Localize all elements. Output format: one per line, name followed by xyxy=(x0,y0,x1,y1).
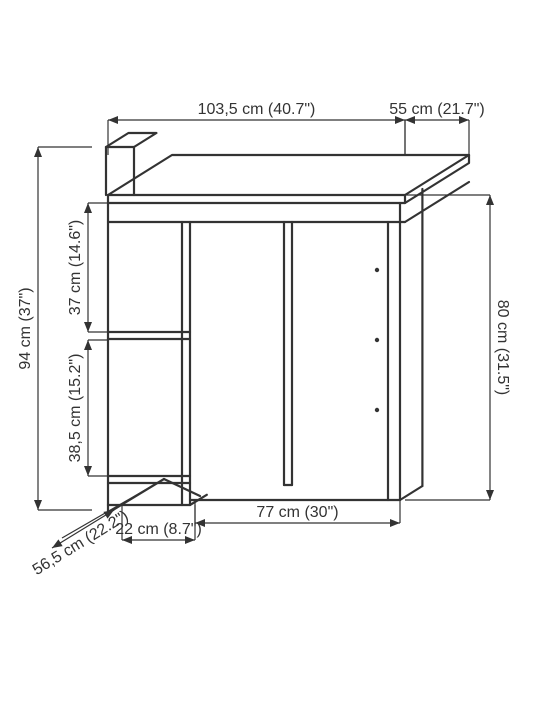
furniture-drawing xyxy=(106,133,469,513)
dim-label: 37 cm (14.6") xyxy=(67,220,84,316)
dim-label: 55 cm (21.7") xyxy=(389,101,485,118)
dim-label: 80 cm (31.5") xyxy=(494,300,511,396)
dim-label: 94 cm (37") xyxy=(17,287,34,369)
dim-label: 103,5 cm (40.7") xyxy=(198,101,316,118)
dim-label: 38,5 cm (15.2") xyxy=(67,354,84,463)
dim-label: 56,5 cm (22.2") xyxy=(30,507,132,578)
dim-label: 77 cm (30") xyxy=(256,504,338,521)
